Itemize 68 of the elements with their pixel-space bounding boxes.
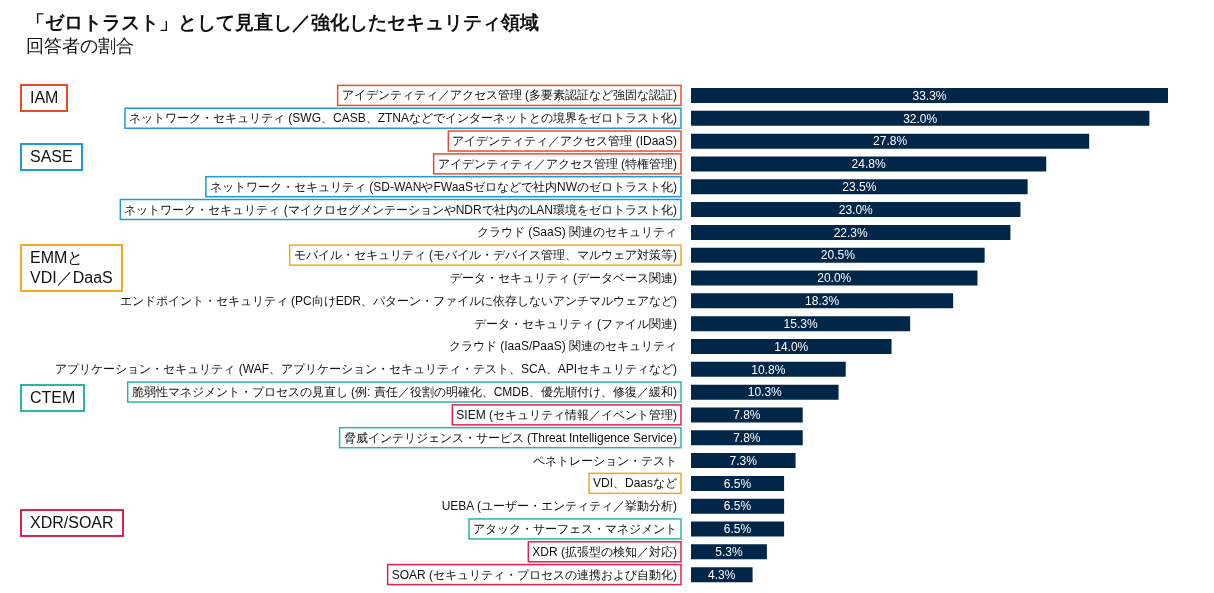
data-label: 32.0% — [903, 111, 938, 126]
y-tick-label: データ・セキュリティ (データベース関連) — [449, 270, 677, 285]
y-tick-label: XDR (拡張型の検知／対応) — [532, 544, 677, 559]
bar — [691, 293, 954, 309]
data-label: 15.3% — [783, 316, 818, 331]
y-tick-label: エンドポイント・セキュリティ (PC向けEDR、パターン・ファイルに依存しないアンチマルウェアなど) — [119, 293, 677, 308]
y-tick-label: クラウド (IaaS/PaaS) 関連のセキュリティ — [448, 339, 677, 354]
data-label: 23.0% — [838, 202, 874, 217]
bar — [691, 247, 985, 263]
data-label: 20.5% — [820, 248, 856, 263]
bar — [691, 453, 796, 469]
data-label: 14.0% — [774, 339, 809, 354]
data-label: 6.5% — [723, 499, 752, 514]
y-tick-label: SOAR (セキュリティ・プロセスの連携および自動化) — [391, 567, 677, 582]
data-label: 7.8% — [733, 408, 761, 423]
y-tick-label: ネットワーク・セキュリティ (マイクロセグメンテーションやNDRで社内のLAN環境をゼロトラスト化) — [124, 202, 677, 217]
data-label: 33.3% — [912, 88, 947, 103]
bar — [691, 361, 846, 377]
bar — [691, 156, 1047, 172]
data-label: 24.8% — [851, 157, 886, 172]
text: 「ゼロトラスト」として見直し／強化したセキュリティ領域 — [26, 11, 539, 35]
data-label: 22.3% — [833, 225, 869, 240]
data-label: 18.3% — [805, 294, 840, 309]
data-label: 4.3% — [708, 567, 736, 582]
data-label: 10.8% — [751, 362, 786, 377]
text: IAM — [20, 84, 69, 112]
y-tick-label: アイデンティティ／アクセス管理 (特権管理) — [437, 156, 677, 171]
bar — [691, 407, 803, 423]
data-label: 27.8% — [873, 134, 908, 149]
y-tick-label: ネットワーク・セキュリティ (SD-WANやFWaaSゼロなどで社内NWのゼロトラスト化) — [209, 179, 677, 194]
data-label: 6.5% — [723, 522, 752, 537]
bar — [691, 133, 1090, 149]
bar — [691, 384, 839, 400]
bar — [691, 270, 978, 286]
bar — [691, 339, 892, 354]
y-tick-label: 脅威インテリジェンス・サービス (Threat Intelligence Service) — [343, 430, 677, 445]
bar — [691, 179, 1028, 195]
bar — [691, 316, 911, 332]
y-tick-label: VDI、Daasなど — [592, 476, 677, 491]
y-tick-label: ネットワーク・セキュリティ (SWG、CASB、ZTNAなどでインターネットとの境界をゼロトラスト化) — [129, 111, 677, 126]
data-label: 20.0% — [817, 271, 852, 286]
data-label: 23.5% — [842, 180, 877, 195]
text: 回答者の割合 — [26, 35, 134, 58]
y-tick-label: データ・セキュリティ (ファイル関連) — [473, 316, 677, 331]
data-label: 5.3% — [715, 545, 743, 560]
y-tick-label: ペネトレーション・テスト — [533, 453, 677, 468]
text: XDR/SOAR — [20, 509, 124, 537]
y-tick-label: アタック・サーフェス・マネジメント — [473, 521, 677, 536]
y-tick-label: アプリケーション・セキュリティ (WAF、アプリケーション・セキュリティ・テスト、SCA、APIセキュリティなど) — [55, 362, 677, 377]
data-label: 7.3% — [729, 453, 758, 468]
y-tick-label: アイデンティティ／アクセス管理 (多要素認証など強固な認証) — [341, 88, 677, 103]
data-label: 7.8% — [733, 431, 761, 446]
bar — [691, 430, 803, 446]
y-tick-label: クラウド (SaaS) 関連のセキュリティ — [476, 225, 677, 240]
y-tick-label: SIEM (セキュリティ情報／イベント管理) — [456, 407, 677, 422]
bar — [691, 110, 1150, 126]
bar — [691, 202, 1021, 218]
text: EMMと VDI／DaaS — [20, 244, 123, 292]
y-tick-label: 脆弱性マネジメント・プロセスの見直し (例: 責任／役割の明確化、CMDB、優先順付け、修復／緩和) — [131, 385, 677, 400]
bar — [691, 88, 1168, 103]
text: SASE — [20, 143, 83, 171]
y-tick-label: UEBA (ユーザー・エンティティ／挙動分析) — [441, 499, 677, 514]
text: CTEM — [20, 384, 86, 412]
y-tick-label: アイデンティティ／アクセス管理 (IDaaS) — [452, 134, 677, 149]
data-label: 6.5% — [723, 476, 752, 491]
data-label: 10.3% — [747, 385, 783, 400]
y-tick-label: モバイル・セキュリティ (モバイル・デバイス管理、マルウェア対策等) — [293, 248, 677, 263]
bar — [691, 224, 1011, 240]
